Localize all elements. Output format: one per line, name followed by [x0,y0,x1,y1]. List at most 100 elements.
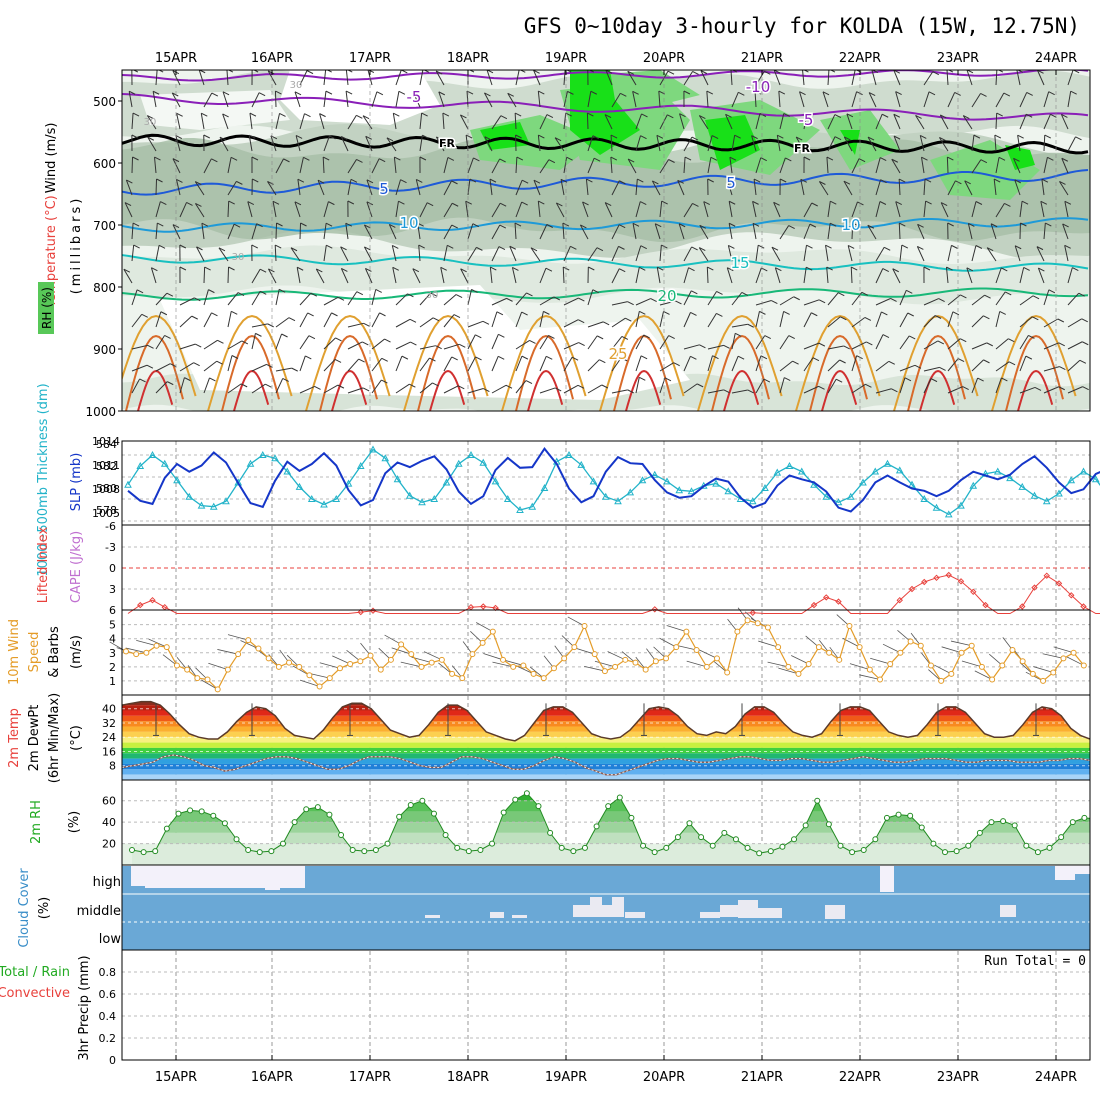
rh-point [780,844,785,849]
temp-ylabel-unit: (°C) [69,725,84,751]
contour-label-9: 10 [841,216,860,234]
rh-point [211,813,216,818]
wind-speed-point [633,660,638,665]
wind-speed-point [765,625,770,630]
date-label-top-20APR: 20APR [643,51,685,66]
wind-speed-point [195,676,200,681]
date-label-top-16APR: 16APR [251,51,293,66]
date-label-bottom-21APR: 21APR [741,1070,783,1085]
rh-contour-label-4: 30 [426,290,439,301]
rh-point [838,843,843,848]
date-label-bottom-15APR: 15APR [155,1070,197,1085]
wind-speed-point [378,667,383,672]
temp-band-15 [122,775,1090,780]
rh-point [513,797,518,802]
slp-tick-1008: 1008 [92,483,120,496]
rh-point [176,811,181,816]
rh-point [571,849,576,854]
wind-speed-point [399,642,404,647]
rh-point [664,845,669,850]
wind-speed-point [511,664,516,669]
cloud-mid-clear-9 [825,905,845,919]
rh-point [850,850,855,855]
rh-point [292,820,297,825]
wind-barb [320,663,340,668]
rh-point [431,811,436,816]
temp-tick-16: 16 [102,745,116,758]
wind-speed-point [776,645,781,650]
wind-panel [110,608,1090,692]
rh-point [443,833,448,838]
rh-point [815,798,820,803]
wind-barb [768,662,789,667]
rh-point [1012,823,1017,828]
chart-title: GFS 0~10day 3-hourly for KOLDA (15W, 12.… [524,14,1080,38]
rh-point [733,837,738,842]
date-label-top-21APR: 21APR [741,51,783,66]
wind-speed-point [124,649,129,654]
temp-tick-32: 32 [102,717,116,730]
wind-speed-point [460,676,465,681]
date-label-top-24APR: 24APR [1035,51,1077,66]
wind-speed-point [704,664,709,669]
wind-speed-point [205,677,210,682]
wind-speed-point [674,645,679,650]
wind-speed-point [867,667,872,672]
wind-speed-point [939,678,944,683]
wind-ylabel-a: 10m Wind [7,619,22,685]
wind-speed-point [225,667,230,672]
cloud-mid-clear-2 [590,897,602,917]
wind-barb [1054,647,1074,653]
wind-speed-point [878,677,883,682]
contour-label-6: 5 [379,180,389,198]
cape-ylabel: CAPE (J/kg) [69,531,84,603]
cloud-high-clear-5 [880,866,894,892]
wind-speed-point [164,645,169,650]
date-label-bottom-22APR: 22APR [839,1070,881,1085]
temp-band-14 [122,769,1090,774]
rh-point [594,824,599,829]
temp-band-13 [122,764,1090,769]
wind-speed-point [1071,650,1076,655]
lifted-index-line [128,575,1100,614]
precip-tick-0.8: 0.8 [99,966,117,979]
rh-point [199,809,204,814]
cloud-level-high: high [93,875,121,890]
wind-speed-point [439,657,444,662]
rh-point [408,803,413,808]
rh-point [977,830,982,835]
wind-speed-point [521,663,526,668]
rh-point [687,821,692,826]
temp-band-12 [122,759,1090,764]
rh-point [246,848,251,853]
wind-speed-point [256,646,261,651]
wind-speed-point [582,624,587,629]
temp-tick-24: 24 [102,731,116,744]
wind-speed-point [531,671,536,676]
rh-point [188,808,193,813]
wind-speed-point [236,652,241,657]
slp-ylabel-slp: SLP (mb) [69,453,84,512]
rh-point [826,822,831,827]
rh-point [536,804,541,809]
temp-band-4 [122,716,1090,721]
cloud-mid-clear-8 [758,908,782,918]
rh-point [339,833,344,838]
wind-speed-point [888,662,893,667]
temp-color-bands [122,691,1090,780]
rh-point [1059,835,1064,840]
rh-point [327,812,332,817]
cloud-high-clear-7 [1075,866,1090,874]
wind-speed-point [409,652,414,657]
rh-point [908,813,913,818]
wind-speed-point [297,664,302,669]
temp-band-10 [122,748,1090,753]
wind-speed-point [796,671,801,676]
rh-point [710,843,715,848]
wind-tick-2: 2 [109,661,116,674]
rh-point [455,845,460,850]
pressure-tick-600: 600 [93,157,116,171]
wind-speed-point [1020,659,1025,664]
